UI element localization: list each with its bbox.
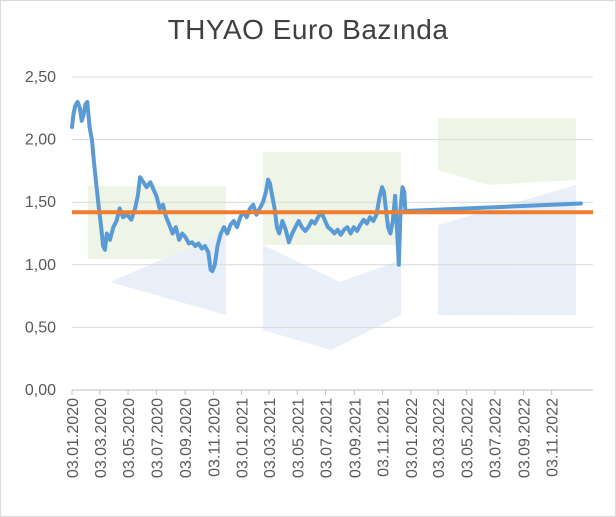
series-line (70, 100, 583, 274)
watermark-shape (438, 185, 576, 315)
watermark-shape (110, 232, 226, 315)
x-tick-label: 03.07.2022 (488, 398, 505, 478)
watermark (88, 118, 576, 350)
x-tick-label: 03.05.2021 (290, 398, 307, 478)
y-axis-ticks: 0,00 0,50 1,00 1,50 2,00 2,50 (25, 69, 56, 399)
y-tick-label: 1,50 (25, 194, 56, 211)
y-tick-label: 0,50 (25, 319, 56, 336)
watermark-shape (263, 245, 401, 350)
gridlines (72, 76, 593, 391)
y-tick-label: 2,00 (25, 132, 56, 149)
y-tick-label: 1,00 (25, 257, 56, 274)
x-tick-label: 03.11.2021 (376, 398, 393, 477)
x-tick-label: 03.11.2022 (545, 398, 562, 477)
y-tick-label: 0,00 (25, 382, 56, 399)
x-tick-label: 03.09.2021 (347, 398, 364, 478)
x-tick-label: 03.07.2020 (149, 398, 166, 478)
x-tick-label: 03.11.2020 (206, 398, 223, 477)
x-tick-label: 03.05.2020 (121, 398, 138, 478)
plot-area (70, 100, 593, 274)
x-tick-label: 03.09.2020 (178, 398, 195, 478)
x-tick-label: 03.07.2021 (319, 398, 336, 478)
x-tick-label: 03.03.2020 (93, 398, 110, 478)
x-tick-label: 03.09.2022 (516, 398, 533, 478)
x-tick-label: 03.01.2020 (65, 398, 82, 478)
y-tick-label: 2,50 (25, 69, 56, 86)
x-tick-label: 03.03.2022 (431, 398, 448, 478)
x-axis-ticks: 03.01.2020 03.03.2020 03.05.2020 03.07.2020… (65, 390, 562, 478)
watermark-shape (438, 118, 576, 185)
x-tick-label: 03.03.2021 (262, 398, 279, 478)
x-tick-label: 03.01.2021 (235, 398, 252, 478)
x-tick-label: 03.05.2022 (459, 398, 476, 478)
x-tick-label: 03.01.2022 (404, 398, 421, 478)
chart-title: THYAO Euro Bazında (167, 14, 449, 45)
